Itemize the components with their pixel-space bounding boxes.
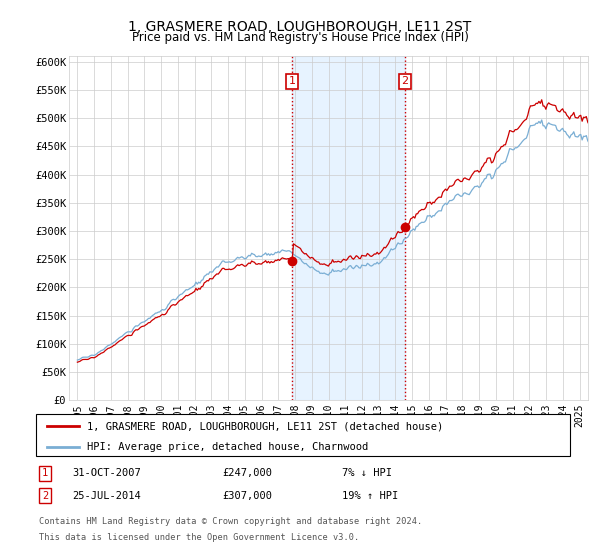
Text: 31-OCT-2007: 31-OCT-2007 bbox=[72, 468, 141, 478]
Text: 2: 2 bbox=[401, 76, 409, 86]
Text: £247,000: £247,000 bbox=[222, 468, 272, 478]
Text: 2: 2 bbox=[42, 491, 48, 501]
Text: 7% ↓ HPI: 7% ↓ HPI bbox=[342, 468, 392, 478]
Text: £307,000: £307,000 bbox=[222, 491, 272, 501]
FancyBboxPatch shape bbox=[36, 414, 570, 456]
Text: Contains HM Land Registry data © Crown copyright and database right 2024.: Contains HM Land Registry data © Crown c… bbox=[39, 517, 422, 526]
Bar bbox=[292, 56, 405, 400]
Text: 25-JUL-2014: 25-JUL-2014 bbox=[72, 491, 141, 501]
Text: Price paid vs. HM Land Registry's House Price Index (HPI): Price paid vs. HM Land Registry's House … bbox=[131, 31, 469, 44]
Text: 1: 1 bbox=[42, 468, 48, 478]
Text: 1, GRASMERE ROAD, LOUGHBOROUGH, LE11 2ST (detached house): 1, GRASMERE ROAD, LOUGHBOROUGH, LE11 2ST… bbox=[87, 421, 443, 431]
Text: HPI: Average price, detached house, Charnwood: HPI: Average price, detached house, Char… bbox=[87, 442, 368, 452]
Text: This data is licensed under the Open Government Licence v3.0.: This data is licensed under the Open Gov… bbox=[39, 533, 359, 542]
Text: 1: 1 bbox=[289, 76, 296, 86]
Text: 1, GRASMERE ROAD, LOUGHBOROUGH, LE11 2ST: 1, GRASMERE ROAD, LOUGHBOROUGH, LE11 2ST bbox=[128, 20, 472, 34]
Text: 19% ↑ HPI: 19% ↑ HPI bbox=[342, 491, 398, 501]
